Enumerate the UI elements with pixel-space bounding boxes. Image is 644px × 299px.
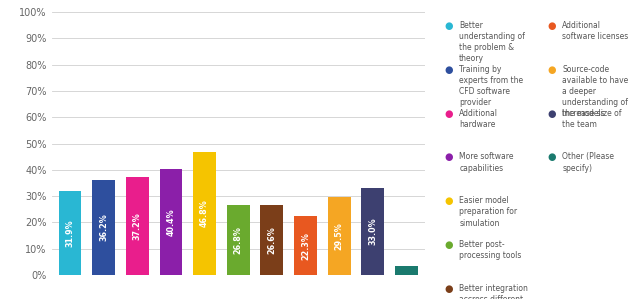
Text: 29.5%: 29.5% bbox=[335, 222, 344, 250]
Bar bbox=[126, 177, 149, 275]
Text: Other (Please
specify): Other (Please specify) bbox=[562, 152, 614, 173]
Text: Better post-
processing tools: Better post- processing tools bbox=[459, 240, 522, 260]
Bar bbox=[260, 205, 283, 275]
Text: Source-code
available to have
a deeper
understanding of
the models: Source-code available to have a deeper u… bbox=[562, 65, 629, 118]
Bar bbox=[160, 169, 182, 275]
Bar bbox=[193, 152, 216, 275]
Text: Additional
software licenses: Additional software licenses bbox=[562, 21, 629, 41]
Bar bbox=[328, 197, 351, 275]
Bar bbox=[92, 180, 115, 275]
Text: 22.3%: 22.3% bbox=[301, 232, 310, 260]
Text: 40.4%: 40.4% bbox=[167, 208, 175, 236]
Text: ●: ● bbox=[547, 152, 556, 162]
Text: Better integration
accross different
software pieces: Better integration accross different sof… bbox=[459, 284, 528, 299]
Text: Training by
experts from the
CFD software
provider: Training by experts from the CFD softwar… bbox=[459, 65, 524, 107]
Text: ●: ● bbox=[444, 196, 453, 206]
Text: ●: ● bbox=[444, 109, 453, 119]
Text: Increase size of
the team: Increase size of the team bbox=[562, 109, 621, 129]
Text: 37.2%: 37.2% bbox=[133, 212, 142, 240]
Text: 33.0%: 33.0% bbox=[368, 218, 377, 245]
Text: ●: ● bbox=[444, 152, 453, 162]
Text: ●: ● bbox=[444, 240, 453, 250]
Text: Easier model
preparation for
simulation: Easier model preparation for simulation bbox=[459, 196, 517, 228]
Text: 36.2%: 36.2% bbox=[99, 213, 108, 241]
Text: ●: ● bbox=[444, 65, 453, 75]
Text: ●: ● bbox=[547, 109, 556, 119]
Text: 26.6%: 26.6% bbox=[267, 226, 276, 254]
Text: More software
capabilities: More software capabilities bbox=[459, 152, 514, 173]
Text: ●: ● bbox=[547, 65, 556, 75]
Text: ●: ● bbox=[547, 21, 556, 31]
Text: 26.8%: 26.8% bbox=[234, 226, 243, 254]
Text: 31.9%: 31.9% bbox=[66, 219, 75, 247]
Bar bbox=[227, 205, 250, 275]
Text: ●: ● bbox=[444, 284, 453, 294]
Text: 46.8%: 46.8% bbox=[200, 200, 209, 227]
Bar bbox=[59, 191, 82, 275]
Bar bbox=[395, 266, 418, 275]
Text: Better
understanding of
the problem &
theory: Better understanding of the problem & th… bbox=[459, 21, 525, 63]
Bar bbox=[294, 216, 317, 275]
Text: ●: ● bbox=[444, 21, 453, 31]
Text: Additional
hardware: Additional hardware bbox=[459, 109, 498, 129]
Bar bbox=[361, 188, 384, 275]
